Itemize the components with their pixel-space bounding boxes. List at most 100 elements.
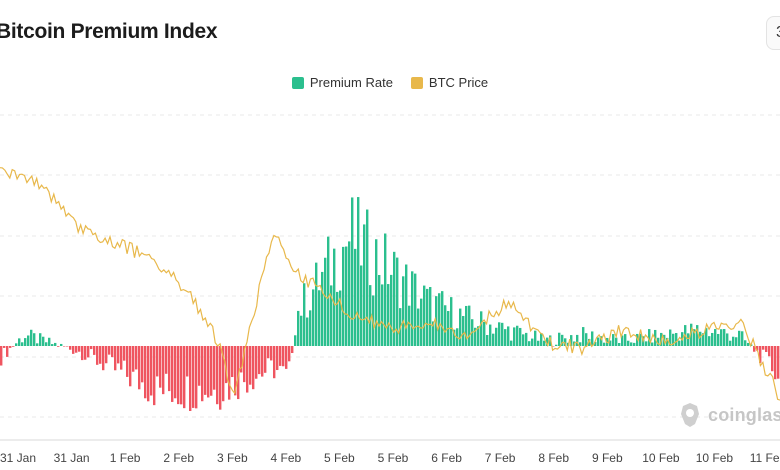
- premium-bar: [90, 346, 93, 350]
- premium-bar: [228, 346, 231, 400]
- premium-bar: [618, 343, 621, 346]
- range-menu-button[interactable]: 3: [766, 16, 780, 50]
- premium-bar: [30, 329, 33, 346]
- premium-bar: [258, 346, 261, 375]
- premium-bar: [612, 334, 615, 346]
- premium-bar: [270, 346, 273, 361]
- premium-bar: [693, 329, 696, 346]
- premium-bar: [150, 346, 153, 396]
- premium-bar: [516, 325, 519, 346]
- premium-bar: [756, 346, 759, 351]
- premium-bar: [321, 271, 324, 346]
- premium-bar: [390, 274, 393, 346]
- premium-bar: [87, 346, 90, 358]
- premium-bar: [384, 233, 387, 346]
- premium-bar: [711, 332, 714, 346]
- btc-price-line: [0, 167, 780, 401]
- range-menu-label: 3: [776, 24, 780, 42]
- premium-bar: [555, 344, 558, 346]
- premium-bar: [210, 346, 213, 396]
- premium-bar: [93, 346, 96, 355]
- page-title: Bitcoin Premium Index: [0, 20, 218, 43]
- premium-bar: [114, 346, 117, 371]
- premium-bar: [120, 346, 123, 370]
- premium-bar: [741, 331, 744, 346]
- premium-bar: [540, 332, 543, 346]
- premium-bar: [657, 337, 660, 346]
- premium-bar: [393, 251, 396, 346]
- premium-bar: [609, 340, 612, 346]
- premium-bar: [57, 346, 60, 347]
- premium-bar: [198, 346, 201, 386]
- premium-bar: [414, 273, 417, 346]
- premium-bar: [156, 346, 159, 377]
- premium-bar: [621, 335, 624, 346]
- premium-bar: [105, 346, 108, 364]
- premium-bar: [495, 327, 498, 346]
- premium-bar: [180, 346, 183, 405]
- premium-bar: [99, 346, 102, 364]
- premium-bar: [309, 310, 312, 346]
- premium-bar: [486, 335, 489, 346]
- premium-bar: [450, 297, 453, 346]
- premium-bar: [264, 346, 267, 373]
- premium-bar: [192, 346, 195, 408]
- x-tick-label: 3 Feb: [217, 451, 248, 465]
- premium-bar: [729, 340, 732, 346]
- premium-bar: [561, 334, 564, 346]
- premium-bar: [543, 340, 546, 346]
- premium-bar: [267, 346, 270, 359]
- premium-bar: [669, 329, 672, 346]
- premium-bar: [705, 328, 708, 346]
- premium-bar: [492, 333, 495, 346]
- premium-bar: [279, 346, 282, 366]
- legend-premium-rate[interactable]: Premium Rate: [291, 75, 393, 90]
- premium-bar: [753, 346, 756, 352]
- premium-bar: [213, 346, 216, 390]
- premium-bar: [765, 346, 768, 352]
- premium-bar: [603, 342, 606, 346]
- premium-bar: [636, 333, 639, 346]
- premium-bar: [648, 329, 651, 346]
- premium-bar: [615, 337, 618, 346]
- premium-bar: [534, 330, 537, 346]
- x-axis: 31 Jan 31 Jan 1 Feb 2 Feb 3 Feb 4 Feb 5 Feb 5 F…: [0, 439, 780, 465]
- premium-bar: [564, 338, 567, 346]
- premium-bar: [699, 331, 702, 346]
- premium-bar: [546, 337, 549, 346]
- premium-bar: [243, 346, 246, 383]
- premium-bar: [207, 346, 210, 398]
- premium-bar: [597, 337, 600, 346]
- premium-bar: [345, 246, 348, 346]
- chart-legend: Premium Rate BTC Price: [0, 75, 780, 90]
- premium-bar: [135, 346, 138, 370]
- premium-bar: [591, 331, 594, 346]
- btc-price-path: [0, 167, 780, 401]
- premium-bar: [468, 305, 471, 346]
- premium-bar: [147, 346, 150, 402]
- premium-bar: [138, 346, 141, 390]
- premium-bar: [117, 346, 120, 364]
- x-tick-label: 11 Feb: [750, 451, 780, 465]
- premium-bars: [0, 197, 780, 411]
- premium-bar: [504, 329, 507, 346]
- legend-btc-price[interactable]: BTC Price: [410, 75, 488, 90]
- premium-bar: [108, 346, 111, 355]
- premium-bar: [69, 346, 72, 350]
- premium-bar: [18, 338, 21, 346]
- premium-bar: [762, 346, 765, 350]
- premium-bar: [675, 333, 678, 346]
- premium-bar: [300, 315, 303, 346]
- premium-bar: [201, 346, 204, 402]
- premium-bar: [24, 338, 27, 346]
- premium-bar: [411, 271, 414, 346]
- premium-bar: [522, 334, 525, 346]
- premium-bar: [288, 346, 291, 362]
- premium-bar: [36, 343, 39, 346]
- premium-bar: [738, 330, 741, 346]
- premium-bar: [6, 346, 9, 357]
- premium-bar: [66, 346, 69, 347]
- premium-bar: [747, 342, 750, 346]
- premium-bar: [387, 284, 390, 346]
